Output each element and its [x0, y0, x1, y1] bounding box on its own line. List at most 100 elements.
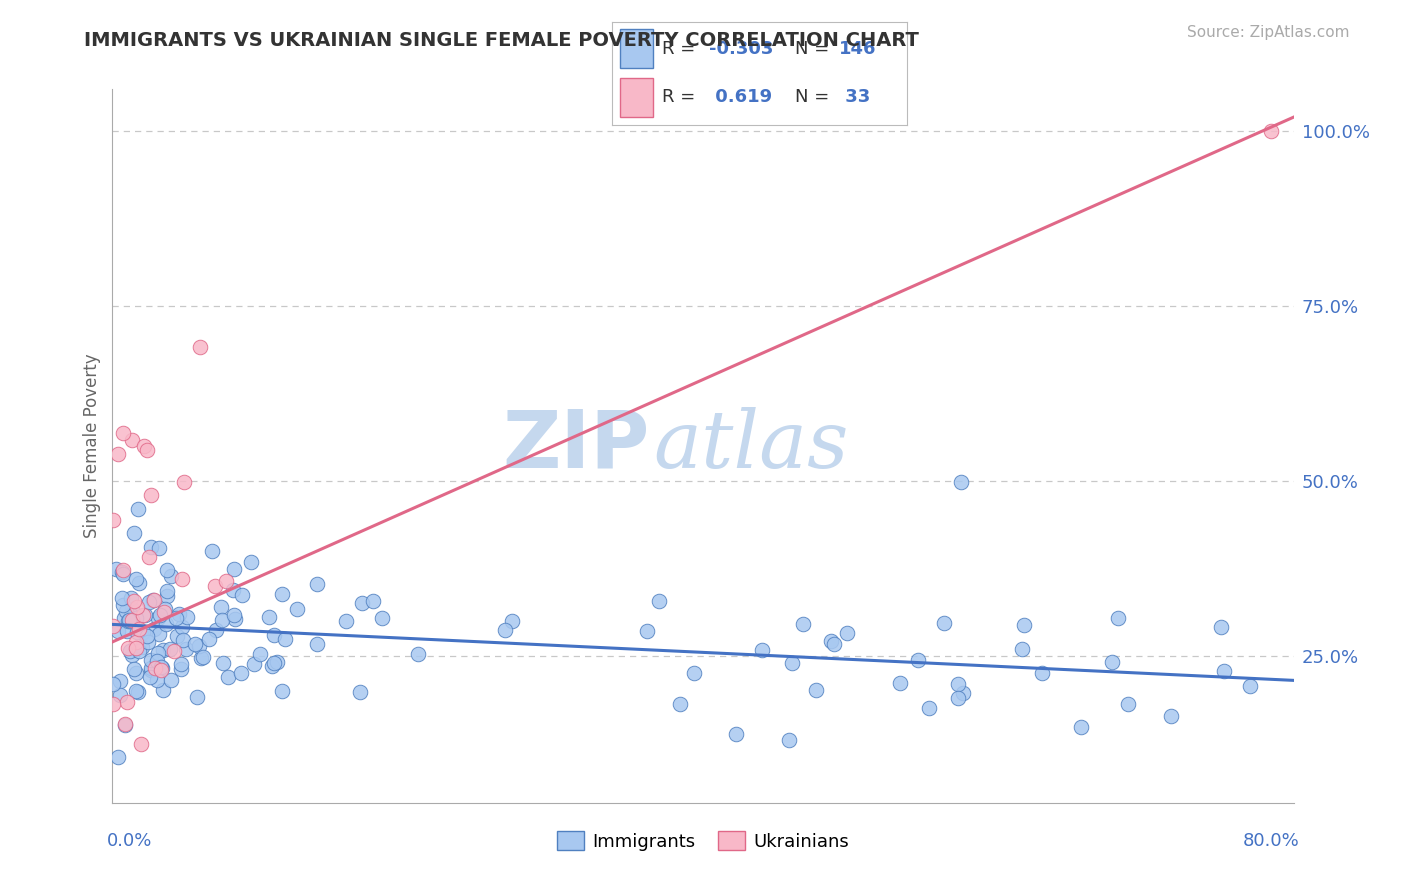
- Point: [136, 634, 159, 648]
- Point: [647, 594, 669, 608]
- Point: [145, 660, 167, 674]
- Point: [305, 576, 328, 591]
- Point: [494, 623, 516, 637]
- Point: [153, 605, 176, 619]
- Point: [946, 690, 969, 705]
- Point: [270, 587, 292, 601]
- Point: [153, 602, 176, 616]
- Point: [371, 611, 394, 625]
- Point: [129, 737, 152, 751]
- Point: [274, 632, 297, 646]
- Point: [111, 563, 134, 577]
- Point: [406, 647, 429, 661]
- Point: [224, 612, 246, 626]
- Point: [1011, 642, 1033, 657]
- Point: [271, 684, 294, 698]
- Point: [148, 627, 170, 641]
- Point: [222, 582, 245, 597]
- Point: [170, 657, 193, 671]
- Point: [169, 662, 191, 676]
- Point: [152, 683, 174, 698]
- Point: [217, 670, 239, 684]
- Point: [118, 614, 141, 628]
- Point: [224, 608, 246, 623]
- Point: [156, 589, 179, 603]
- Point: [148, 646, 170, 660]
- Point: [138, 595, 160, 609]
- Point: [201, 543, 224, 558]
- Point: [138, 549, 160, 564]
- Point: [112, 425, 135, 440]
- Point: [139, 670, 162, 684]
- Point: [1239, 679, 1261, 693]
- Point: [125, 600, 148, 615]
- Point: [121, 602, 143, 616]
- Point: [120, 608, 142, 623]
- Text: R =: R =: [662, 88, 695, 106]
- Point: [1212, 664, 1234, 678]
- Point: [145, 673, 167, 687]
- Point: [125, 611, 148, 625]
- Point: [209, 600, 232, 615]
- Point: [139, 663, 162, 677]
- Point: [136, 629, 159, 643]
- Point: [682, 665, 704, 680]
- Point: [170, 620, 193, 634]
- Point: [184, 637, 207, 651]
- Point: [169, 607, 191, 621]
- Point: [121, 613, 143, 627]
- Point: [132, 607, 155, 622]
- Point: [950, 475, 973, 490]
- Point: [107, 624, 129, 639]
- Text: atlas: atlas: [654, 408, 849, 484]
- Point: [211, 613, 233, 627]
- Point: [166, 611, 188, 625]
- Point: [121, 648, 143, 662]
- Point: [907, 653, 929, 667]
- Point: [1070, 720, 1092, 734]
- Point: [725, 727, 748, 741]
- Point: [111, 567, 134, 582]
- Point: [835, 626, 858, 640]
- Point: [152, 643, 174, 657]
- Point: [104, 562, 127, 576]
- Legend: Immigrants, Ukrainians: Immigrants, Ukrainians: [550, 824, 856, 858]
- Point: [131, 640, 153, 654]
- Point: [889, 675, 911, 690]
- Point: [127, 502, 149, 516]
- Point: [1211, 620, 1233, 634]
- Point: [125, 666, 148, 681]
- Point: [117, 614, 139, 628]
- Point: [112, 598, 135, 612]
- Point: [204, 578, 226, 592]
- Point: [242, 657, 264, 671]
- Point: [186, 690, 208, 705]
- Point: [121, 433, 143, 447]
- Point: [128, 622, 150, 636]
- Point: [150, 660, 173, 674]
- Point: [139, 487, 162, 501]
- Point: [159, 641, 181, 656]
- Point: [103, 677, 125, 691]
- Point: [150, 660, 173, 674]
- Point: [149, 608, 172, 623]
- Text: 0.619: 0.619: [709, 88, 772, 106]
- Point: [349, 684, 371, 698]
- Point: [125, 641, 148, 656]
- Point: [103, 513, 125, 527]
- Point: [118, 613, 141, 627]
- Point: [780, 656, 803, 670]
- Point: [212, 656, 235, 670]
- Point: [1260, 124, 1282, 138]
- Point: [820, 634, 842, 648]
- Point: [114, 717, 136, 731]
- Point: [117, 641, 139, 656]
- Point: [120, 643, 142, 657]
- Point: [176, 610, 198, 624]
- Point: [806, 683, 828, 698]
- Point: [134, 608, 156, 623]
- Point: [191, 649, 214, 664]
- Y-axis label: Single Female Poverty: Single Female Poverty: [83, 354, 101, 538]
- Point: [112, 610, 135, 624]
- Point: [187, 639, 209, 653]
